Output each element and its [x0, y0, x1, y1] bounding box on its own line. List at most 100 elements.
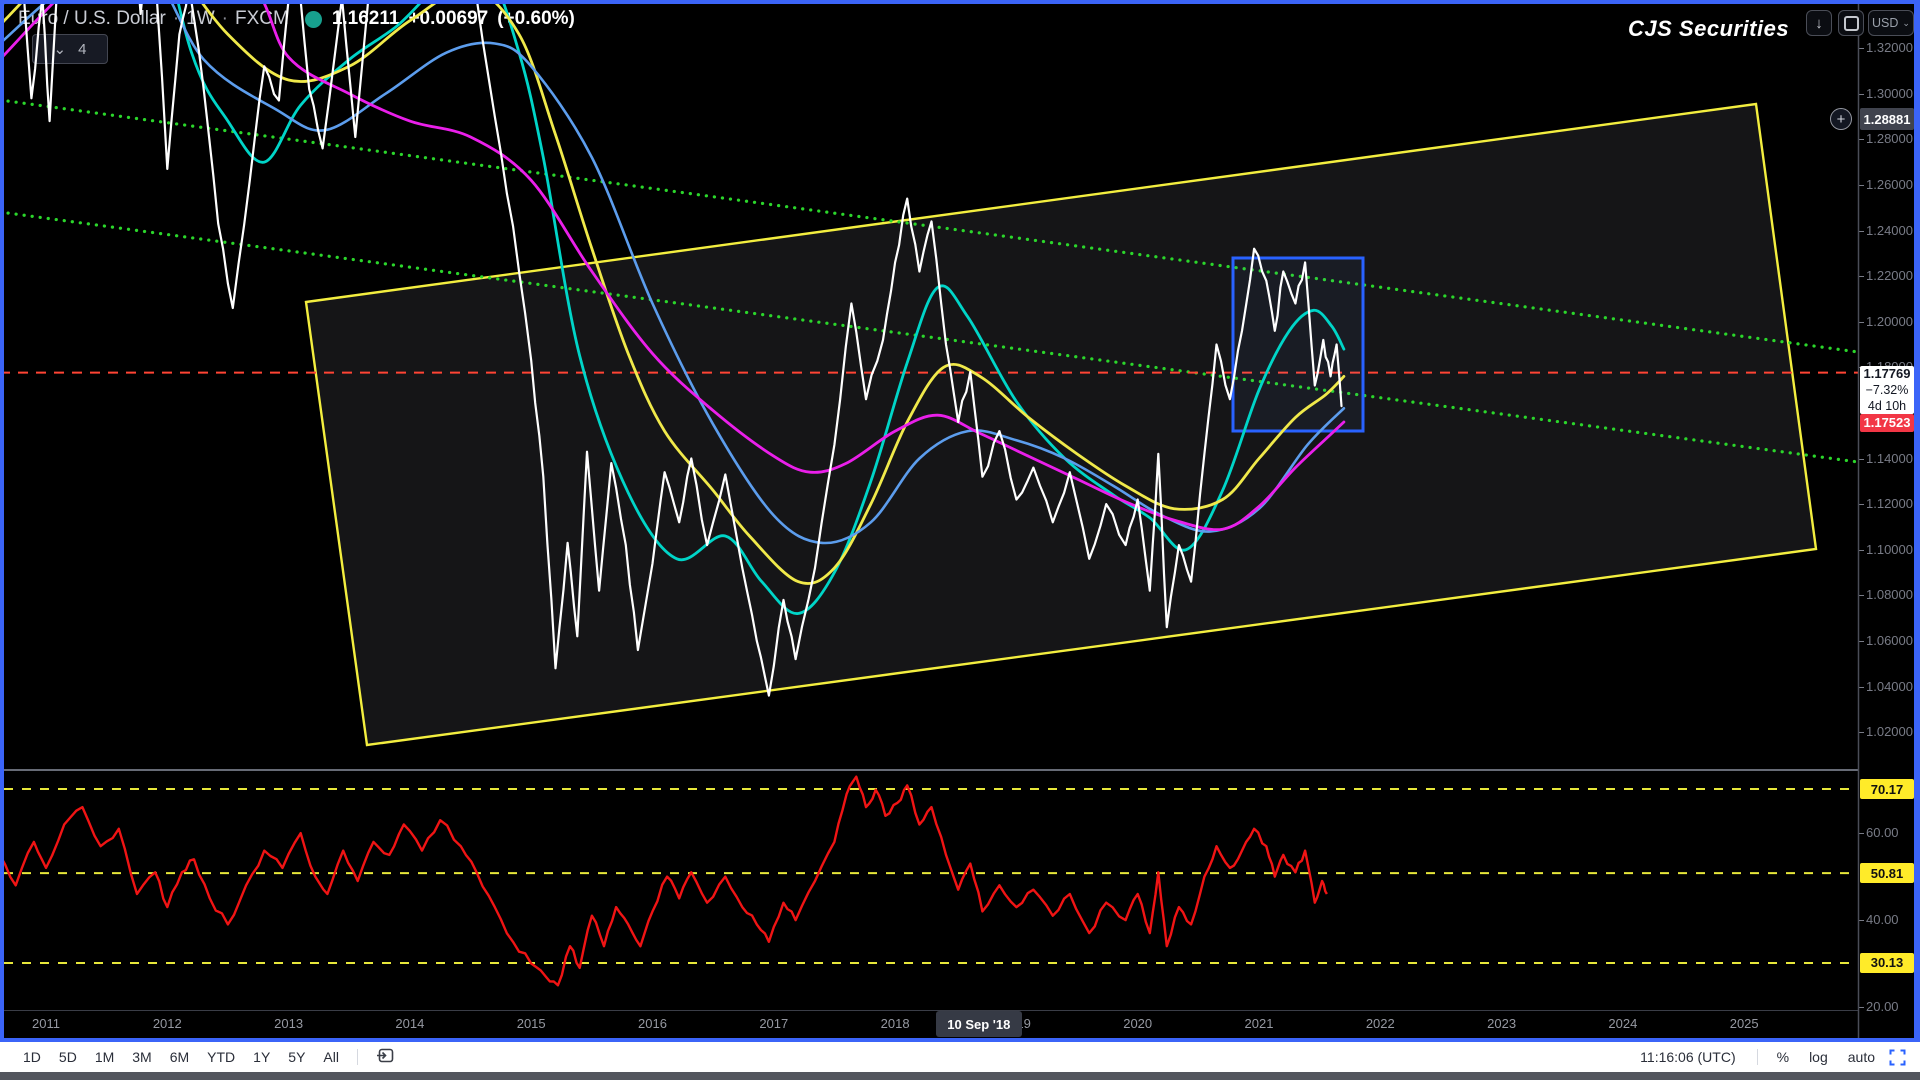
price-tick-label: 1.12000	[1866, 496, 1913, 512]
year-label: 2021	[1244, 1016, 1274, 1031]
price-tick-mark	[1858, 458, 1864, 460]
price-tick-label: 1.02000	[1866, 724, 1913, 740]
exchange-label: FXCM	[234, 8, 289, 29]
price-pane[interactable]	[0, 0, 1858, 747]
auto-scale-button[interactable]: auto	[1847, 1049, 1875, 1065]
year-label: 2018	[880, 1016, 910, 1031]
timeframe-label[interactable]: 1W	[186, 8, 215, 29]
year-label: 2025	[1729, 1016, 1759, 1031]
year-label: 2016	[638, 1016, 667, 1031]
price-tick-mark	[1858, 732, 1864, 734]
currency-label: USD	[1872, 16, 1899, 30]
price-tick-mark	[1858, 184, 1864, 186]
year-label: 2014	[395, 1016, 425, 1031]
rsi-pane[interactable]	[0, 775, 1858, 987]
ema-mid-line	[4, 4, 1346, 585]
go-to-date-icon	[376, 1048, 394, 1063]
download-icon: ↓	[1815, 14, 1823, 32]
rsi-tick-mark	[1858, 1006, 1864, 1008]
range-button-group: 1D 5D 1M 3M 6M YTD 1Y 5Y All	[0, 1049, 348, 1065]
price-tick-label: 1.32000	[1866, 40, 1913, 56]
toolbar-divider	[356, 1049, 358, 1065]
range-button-5y[interactable]: 5Y	[288, 1049, 306, 1065]
ema-fast-line	[4, 4, 1346, 615]
rsi-band-badge: 30.13	[1860, 952, 1914, 973]
frame-border-bottom	[0, 1038, 1920, 1042]
ema-slow-line	[4, 4, 1346, 545]
price-tick-mark	[1858, 321, 1864, 323]
indicators-collapse-button[interactable]: ⌄ 4	[32, 34, 108, 64]
price-tick-mark	[1858, 139, 1864, 141]
frame-border-top	[0, 0, 1920, 4]
download-button[interactable]: ↓	[1806, 10, 1832, 36]
range-button-1y[interactable]: 1Y	[253, 1049, 271, 1065]
frame-border-left	[0, 0, 4, 1042]
year-label: 2013	[274, 1016, 304, 1031]
price-tick-label: 1.08000	[1866, 587, 1913, 603]
range-button-3m[interactable]: 3M	[132, 1049, 152, 1065]
last-price-badge: 1.17523	[1860, 413, 1914, 432]
clock[interactable]: 11:16:06 (UTC)	[1640, 1049, 1736, 1065]
price-tick-mark	[1858, 93, 1864, 95]
countdown-price: 1.17769	[1863, 365, 1911, 381]
date-badge: 10 Sep '18	[935, 1011, 1022, 1037]
price-tick-mark	[1858, 504, 1864, 506]
rsi-band-badge: 50.81	[1860, 863, 1914, 884]
window-edge	[0, 1072, 1920, 1080]
green-dotted-trendline[interactable]	[0, 98, 1858, 354]
chart-canvas[interactable]	[0, 0, 1920, 1038]
price-countdown-box: 1.17769 −7.32% 4d 10h	[1860, 365, 1914, 414]
trend-channel[interactable]	[304, 102, 1818, 747]
year-label: 2015	[516, 1016, 546, 1031]
price-line	[23, 4, 1343, 697]
rsi-line	[4, 775, 1328, 987]
price-tick-mark	[1858, 595, 1864, 597]
range-button-ytd[interactable]: YTD	[207, 1049, 236, 1065]
price-marker-badge: 1.28881	[1860, 108, 1914, 131]
chevron-down-icon: ⌄	[1902, 17, 1910, 28]
legend-change-pct: (+0.60%)	[497, 8, 575, 29]
year-label: 2023	[1487, 1016, 1517, 1031]
price-tick-label: 1.26000	[1866, 176, 1913, 192]
price-tick-label: 1.04000	[1866, 678, 1913, 694]
range-button-1d[interactable]: 1D	[23, 1049, 41, 1065]
price-tick-label: 1.06000	[1866, 632, 1913, 648]
toolbar-right-group: 11:16:06 (UTC) % log auto	[1628, 1049, 1920, 1066]
green-dotted-trendline[interactable]	[0, 210, 1858, 464]
year-label: 2024	[1608, 1016, 1638, 1031]
legend-change: +0.00697	[408, 8, 489, 29]
price-tick-label: 1.22000	[1866, 268, 1913, 284]
year-label: 2020	[1123, 1016, 1153, 1031]
bottom-toolbar: 1D 5D 1M 3M 6M YTD 1Y 5Y All 11:16:06 (UTC) % lo…	[0, 1042, 1920, 1072]
log-scale-button[interactable]: log	[1809, 1049, 1828, 1065]
range-button-all[interactable]: All	[323, 1049, 339, 1065]
symbol-legend[interactable]: Euro / U.S. Dollar · 1W · FXCM 1.16211 +…	[18, 8, 575, 29]
symbol-description: Euro / U.S. Dollar	[18, 8, 166, 29]
price-tick-label: 1.28000	[1866, 131, 1913, 147]
add-alert-plus-icon[interactable]: +	[1830, 108, 1852, 131]
percent-scale-button[interactable]: %	[1776, 1049, 1790, 1065]
fullscreen-button[interactable]	[1838, 10, 1864, 36]
currency-dropdown[interactable]: USD ⌄	[1868, 10, 1914, 36]
frame-border-right	[1914, 0, 1920, 1042]
year-label: 2011	[32, 1016, 60, 1031]
range-button-5d[interactable]: 5D	[58, 1049, 77, 1065]
rsi-tick-label: 60.00	[1866, 825, 1899, 841]
price-tick-label: 1.14000	[1866, 450, 1913, 466]
toolbar-divider	[1756, 1049, 1758, 1065]
range-button-6m[interactable]: 6M	[169, 1049, 190, 1065]
maximize-corners-button[interactable]	[1889, 1049, 1906, 1066]
price-tick-label: 1.30000	[1866, 85, 1913, 101]
price-tick-mark	[1858, 640, 1864, 642]
rsi-tick-mark	[1858, 920, 1864, 922]
chevron-down-icon: ⌄	[53, 41, 67, 58]
ema-slowest-line	[4, 4, 1346, 532]
go-to-date-button[interactable]	[367, 1047, 404, 1067]
indicator-count: 4	[78, 40, 87, 58]
range-button-1m[interactable]: 1M	[94, 1049, 115, 1065]
broker-watermark: CJS Securities	[1628, 16, 1790, 41]
price-tick-mark	[1858, 48, 1864, 50]
year-label: 2012	[152, 1016, 182, 1031]
blue-highlight-box[interactable]	[1231, 256, 1365, 433]
